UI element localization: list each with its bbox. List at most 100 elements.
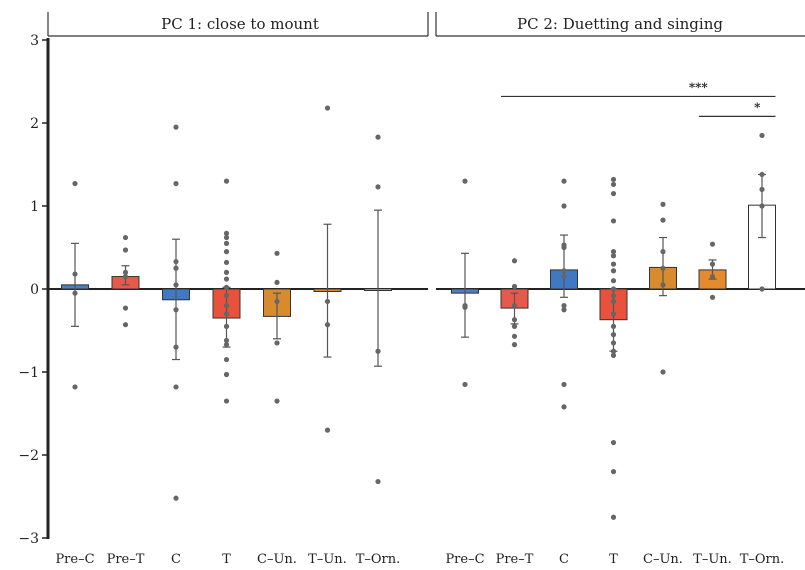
y-tick-label: −1 [18,365,39,381]
data-point [610,439,617,446]
data-point [223,303,230,309]
data-point [610,340,617,346]
category-label: T–Orn. [740,552,785,567]
y-tick-label: 1 [30,199,39,215]
data-point [324,105,331,111]
data-point [223,234,230,241]
panel-title: PC 2: Duetting and singing [517,15,723,33]
category-label: T–Orn. [356,552,401,567]
y-tick-label: 2 [30,116,39,132]
data-point [511,342,518,348]
panels: PC 1: close to mount Pre–C Pre–T C T C–Un. T–U… [47,12,805,567]
category-label: Pre–T [496,552,534,567]
significance-label: * [754,100,761,114]
data-point [223,371,230,378]
data-point [610,190,617,197]
data-point [610,181,617,188]
data-point [610,278,617,284]
data-point [561,381,567,388]
data-point [122,269,129,275]
data-point [122,234,129,241]
data-point [610,253,617,259]
category-label: T [222,552,231,567]
data-point [223,259,230,266]
data-point [759,203,765,209]
data-point [223,337,230,344]
data-point [511,323,518,329]
data-point [610,176,617,183]
data-point [72,384,78,390]
data-point [561,303,567,309]
data-point [660,201,666,207]
data-point [759,286,765,292]
y-tick-label: 3 [30,33,39,49]
y-tick-label: −2 [18,448,39,464]
data-point [709,294,716,300]
data-point [72,271,78,277]
category-label: C [171,552,181,567]
data-point [274,298,280,305]
y-tick-label: 0 [30,282,39,298]
data-point [223,178,230,184]
category-label: T–Un. [693,552,732,567]
data-point [324,298,331,305]
data-point [72,290,78,296]
category-label: Pre–T [107,552,145,567]
data-point [173,180,179,187]
data-point [173,307,179,313]
data-point [610,268,617,274]
data-point [375,134,381,140]
y-axis: 3 2 1 0 −1 −2 −3 [18,33,50,547]
data-point [462,304,468,310]
category-label: Pre–C [55,552,94,567]
data-point [511,317,518,323]
data-point [610,293,617,299]
data-point [223,342,230,348]
data-point [561,178,567,184]
data-point [173,384,179,390]
data-point [660,282,666,288]
data-point [610,348,617,354]
data-point [223,323,230,329]
category-label: Pre–C [445,552,484,567]
data-point [660,265,666,271]
category-label: C–Un. [257,552,297,567]
data-point [274,398,280,404]
data-point [660,217,666,223]
data-point [223,276,230,282]
data-point [759,132,765,139]
data-point [274,250,280,256]
data-point [375,184,381,190]
data-point [709,273,716,280]
data-point [122,247,129,253]
data-point [610,323,617,329]
data-point [610,311,617,317]
data-point [223,356,230,363]
data-point [375,478,381,485]
data-point [709,241,716,247]
data-point [610,286,617,292]
data-point [561,273,567,280]
data-point [173,124,179,130]
data-point [223,284,230,290]
data-point [660,249,666,255]
data-point [511,258,518,264]
data-point [511,333,518,339]
data-point [759,186,765,192]
data-point [274,279,280,285]
data-point [561,404,567,410]
data-point [610,218,617,224]
data-point [173,282,179,288]
data-point [660,369,666,375]
data-point [561,203,567,209]
data-point [223,293,230,299]
data-point [223,398,230,404]
significance-label: *** [689,80,709,94]
data-point [610,261,617,267]
data-point [759,171,765,178]
data-point [610,352,617,358]
data-point [223,240,230,246]
data-point [72,180,78,187]
data-point [462,178,468,184]
